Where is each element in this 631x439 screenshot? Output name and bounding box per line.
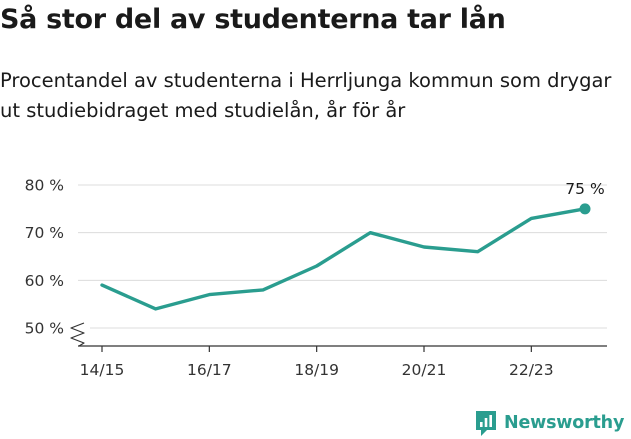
y-tick-label: 80 %: [25, 177, 64, 195]
end-value-label: 75 %: [565, 180, 604, 198]
chart-title: Så stor del av studenterna tar lån: [0, 4, 506, 35]
y-tick-label: 60 %: [25, 272, 64, 290]
x-tick-label: 14/15: [80, 361, 125, 379]
end-point-marker: [579, 203, 591, 215]
chart-subtitle: Procentandel av studenterna i Herrljunga…: [0, 69, 612, 122]
grid-lines: [78, 184, 607, 329]
x-tick-label: 18/19: [294, 361, 339, 379]
newsworthy-logo-icon: [476, 411, 496, 436]
newsworthy-logo: Newsworthy: [474, 408, 624, 438]
x-tick-label: 20/21: [402, 361, 447, 379]
x-axis-labels: 14/15 16/17 18/19 20/21 22/23: [80, 346, 554, 379]
series-group: 75 %: [100, 180, 605, 311]
y-tick-label: 50 %: [25, 320, 64, 338]
y-axis-labels: 50 % 60 % 70 % 80 %: [25, 177, 64, 338]
y-tick-label: 70 %: [25, 224, 64, 242]
x-tick-label: 16/17: [187, 361, 232, 379]
x-axis: [70, 322, 607, 347]
y-axis-break-mark: [70, 322, 85, 347]
series-line: [100, 207, 587, 311]
brand-name: Newsworthy: [504, 413, 625, 433]
x-tick-label: 22/23: [509, 361, 554, 379]
